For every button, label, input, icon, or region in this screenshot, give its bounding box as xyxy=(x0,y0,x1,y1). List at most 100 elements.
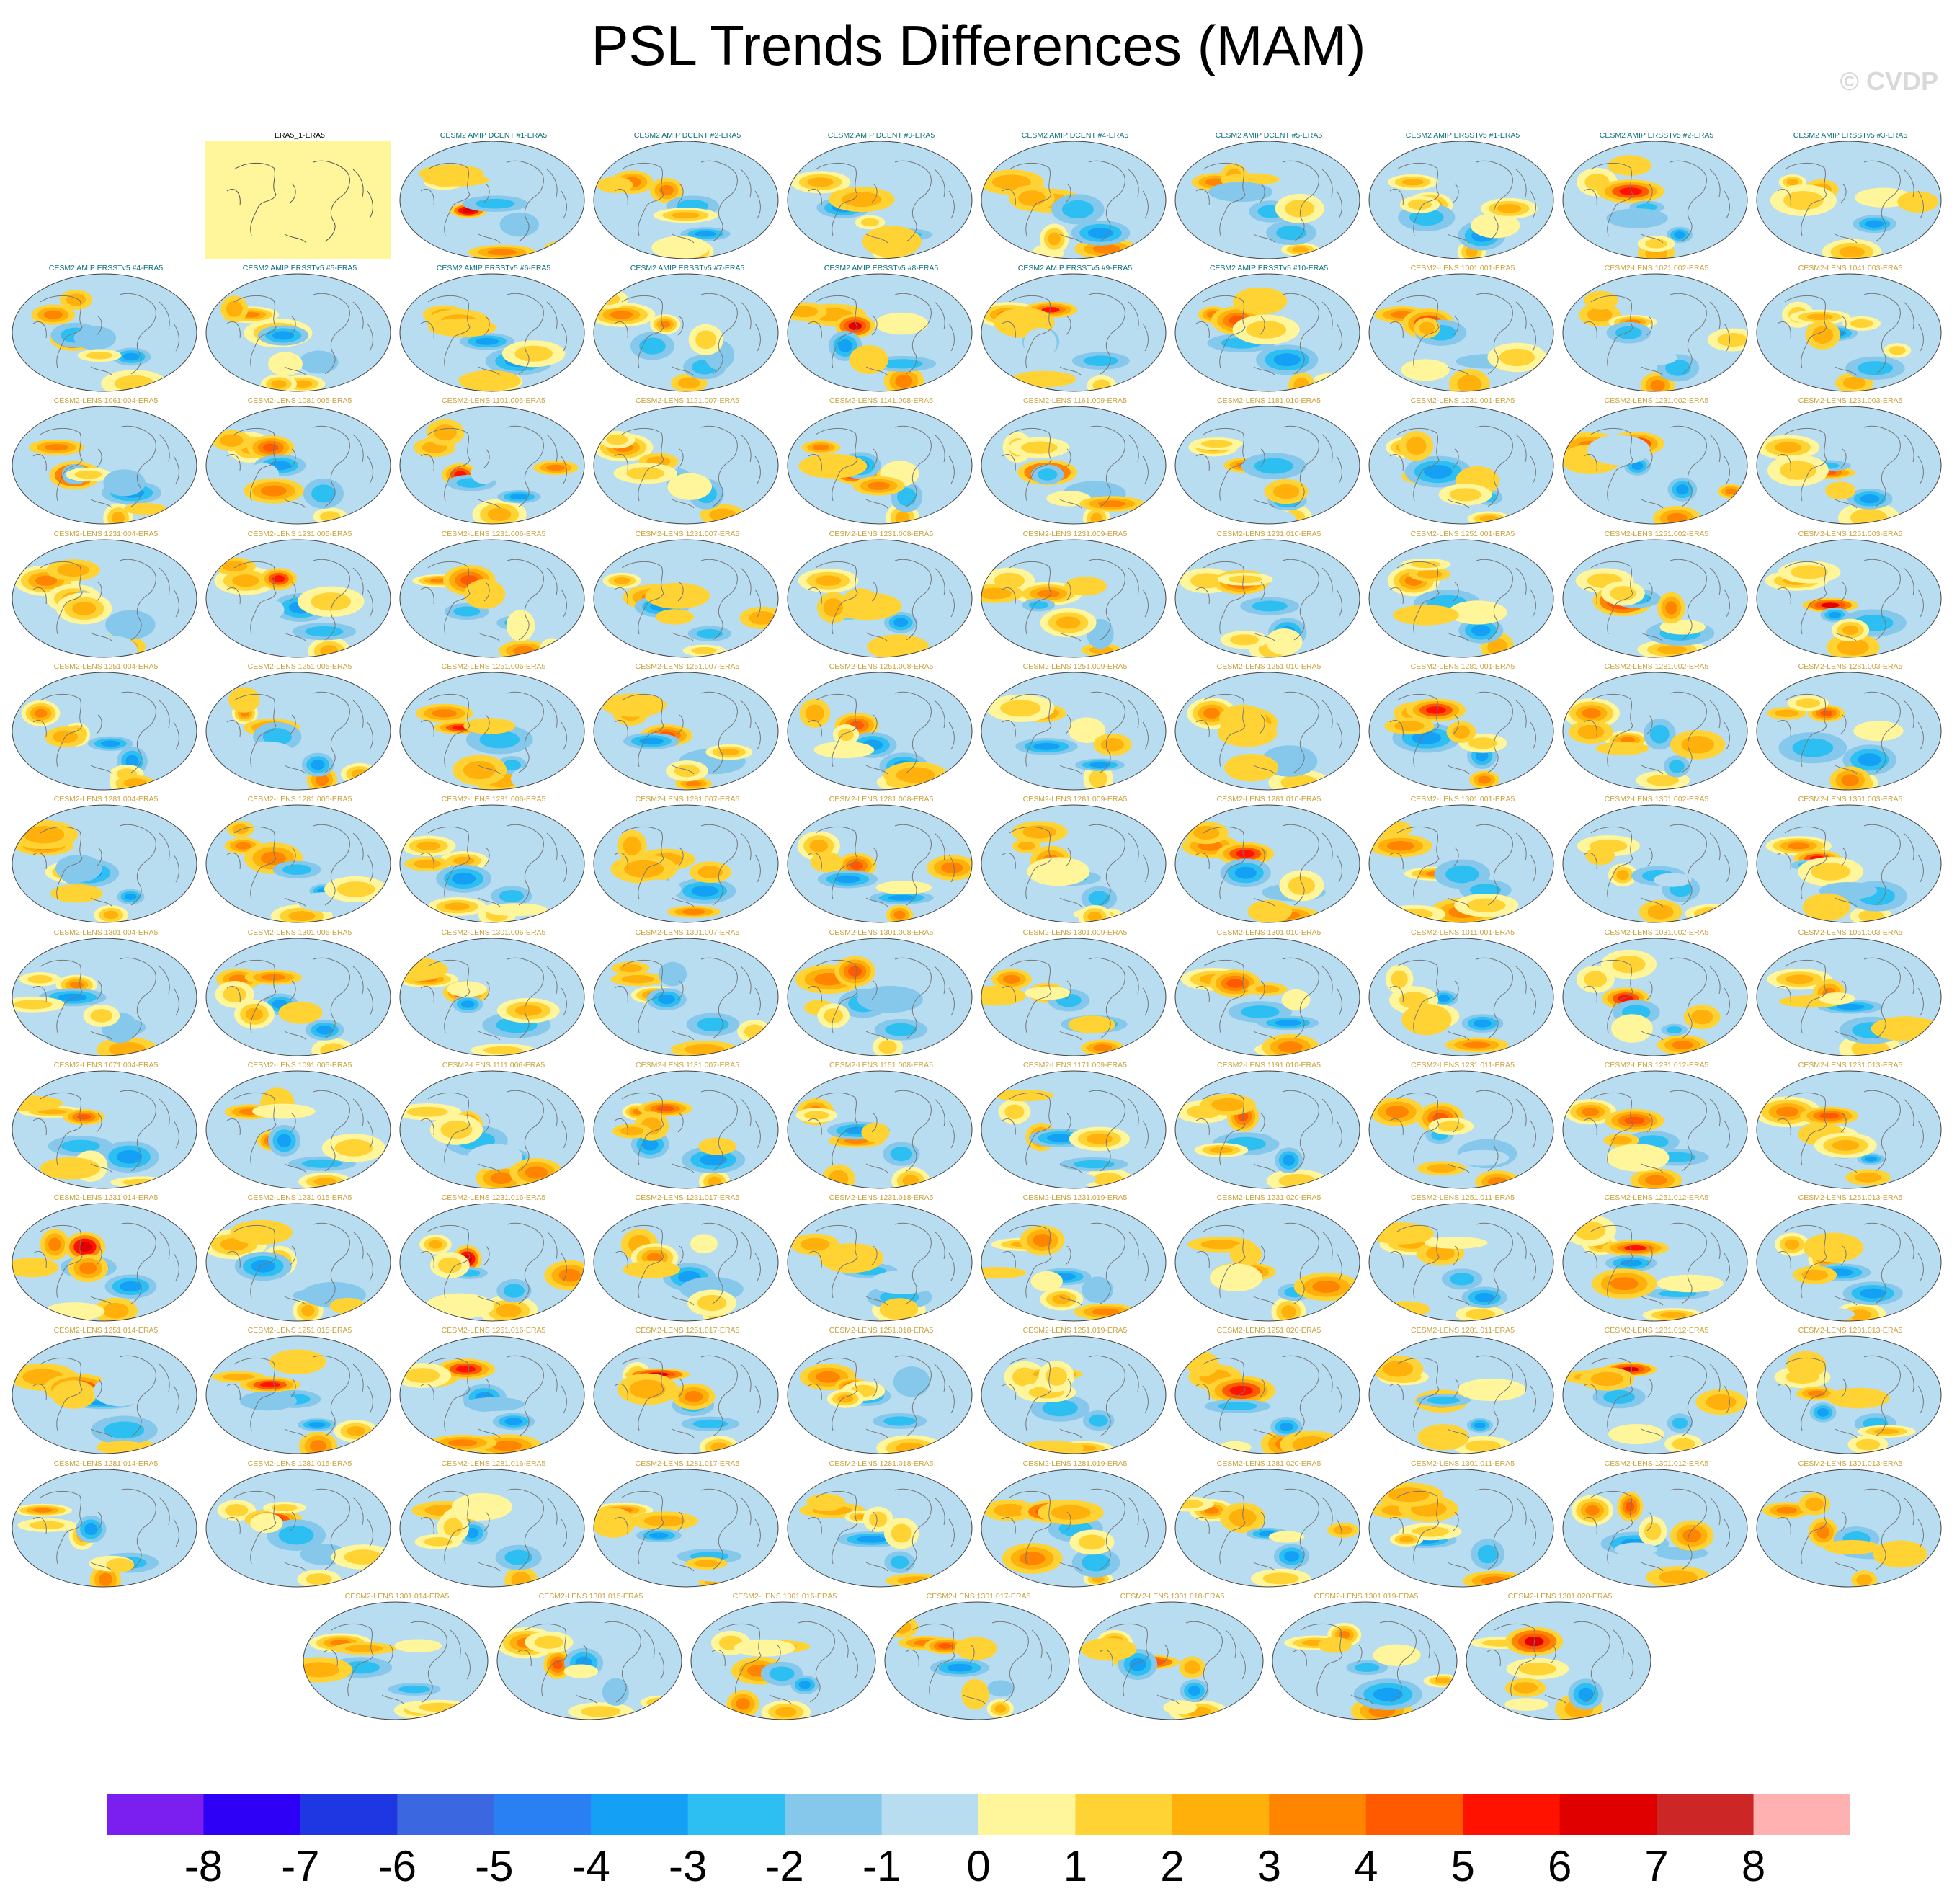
field-contour xyxy=(655,608,695,625)
panel-title: CESM2-LENS 1281.004-ERA5 xyxy=(53,795,159,804)
map-field xyxy=(399,1203,585,1322)
field-contour xyxy=(278,1525,314,1545)
field-contour xyxy=(245,1007,263,1020)
field-background xyxy=(206,1070,391,1188)
map-outline xyxy=(1756,141,1942,259)
field-contour xyxy=(35,575,58,586)
field-contour xyxy=(122,1178,161,1186)
field-contour xyxy=(479,730,520,749)
field-contour xyxy=(1052,1294,1071,1304)
field-contour xyxy=(315,774,329,786)
field-contour xyxy=(1578,1687,1594,1701)
map-outline xyxy=(205,1469,391,1588)
map-panel: CESM2-LENS 1251.006-ERA5 xyxy=(399,662,588,795)
map-panel: CESM2-LENS 1301.004-ERA5 xyxy=(12,928,200,1061)
panel-title: CESM2-LENS 1231.007-ERA5 xyxy=(635,529,740,538)
field-contour xyxy=(1276,225,1307,241)
field-contour xyxy=(461,1000,475,1008)
field-contour xyxy=(1582,708,1601,719)
field-contour xyxy=(1471,213,1520,239)
map-outline xyxy=(1756,406,1942,525)
panel-title: CESM2-LENS 1281.017-ERA5 xyxy=(635,1459,740,1468)
map-field xyxy=(205,1070,391,1189)
field-contour xyxy=(991,174,1031,190)
field-contour xyxy=(1624,1116,1645,1125)
colorbar-bin xyxy=(494,1794,592,1835)
field-contour xyxy=(1603,1390,1636,1405)
field-contour xyxy=(1234,866,1257,879)
coastline xyxy=(1002,691,1149,775)
panel-title: CESM2-LENS 1281.002-ERA5 xyxy=(1604,662,1709,671)
map-field xyxy=(1756,273,1942,392)
coastline xyxy=(1486,1621,1633,1704)
panel-title: CESM2-LENS 1301.007-ERA5 xyxy=(635,927,740,937)
map-outline xyxy=(1368,804,1554,923)
panel-title: CESM2 AMIP ERSSTv5 #4-ERA5 xyxy=(48,264,164,272)
field-contour xyxy=(259,1382,280,1388)
map-field xyxy=(1174,1335,1360,1454)
field-contour xyxy=(293,380,313,388)
coastline xyxy=(1195,1090,1342,1173)
field-contour xyxy=(674,764,700,778)
field-contour xyxy=(414,859,441,868)
map-outline xyxy=(787,1070,973,1189)
field-contour xyxy=(73,326,117,350)
panel-title: CESM2-LENS 1301.002-ERA5 xyxy=(1604,795,1709,804)
map-field xyxy=(1368,1469,1554,1588)
field-contour xyxy=(1089,762,1111,768)
map-outline xyxy=(1174,273,1360,392)
colorbar-bin xyxy=(1463,1794,1561,1835)
field-contour xyxy=(1217,1402,1258,1411)
field-contour xyxy=(893,910,906,920)
field-contour xyxy=(875,881,932,895)
panel-title: CESM2-LENS 1251.007-ERA5 xyxy=(635,662,740,671)
field-contour xyxy=(1626,1501,1635,1512)
coastline xyxy=(1195,559,1342,641)
field-contour xyxy=(1255,984,1280,993)
coastline xyxy=(420,293,567,376)
map-panel: CESM2 AMIP ERSSTv5 #1-ERA5 xyxy=(1368,131,1557,264)
map-outline xyxy=(593,141,779,259)
field-contour xyxy=(981,985,1026,1005)
field-contour xyxy=(1086,1133,1113,1144)
copyright-label: © CVDP xyxy=(1840,66,1938,96)
map-field xyxy=(1174,938,1360,1056)
field-contour xyxy=(277,1134,292,1148)
field-contour xyxy=(961,1678,989,1710)
field-contour xyxy=(504,1418,523,1425)
field-contour xyxy=(1793,1307,1855,1322)
map-field xyxy=(399,1469,585,1588)
field-contour xyxy=(43,310,63,319)
map-outline xyxy=(1562,141,1748,259)
map-field xyxy=(593,406,779,525)
field-contour xyxy=(1087,227,1113,239)
field-background xyxy=(1466,1602,1651,1720)
field-background xyxy=(400,1469,584,1587)
field-contour xyxy=(1499,348,1535,367)
panel-title: CESM2-LENS 1281.003-ERA5 xyxy=(1798,662,1903,671)
field-contour xyxy=(228,687,260,713)
field-contour xyxy=(1033,742,1060,750)
field-contour xyxy=(51,1380,97,1410)
field-contour xyxy=(545,464,566,471)
field-contour xyxy=(810,852,844,873)
panel-title: CESM2-LENS 1251.003-ERA5 xyxy=(1798,529,1903,538)
map-outline xyxy=(1562,804,1748,923)
map-panel: CESM2-LENS 1301.018-ERA5 xyxy=(1078,1592,1267,1725)
map-field xyxy=(399,672,585,791)
map-field xyxy=(1368,1203,1554,1322)
field-contour xyxy=(1051,1505,1091,1520)
field-contour xyxy=(99,1572,112,1586)
map-panel: CESM2-LENS 1251.016-ERA5 xyxy=(399,1326,588,1459)
field-contour xyxy=(690,1234,718,1254)
field-contour xyxy=(800,1237,830,1251)
field-contour xyxy=(790,306,819,318)
field-contour xyxy=(1682,1529,1702,1542)
field-contour xyxy=(490,1172,513,1184)
panel-title: CESM2-LENS 1231.018-ERA5 xyxy=(829,1193,934,1203)
field-contour xyxy=(443,1518,463,1537)
field-contour xyxy=(1233,287,1288,315)
map-outline xyxy=(1562,539,1748,658)
panel-title: CESM2-LENS 1231.011-ERA5 xyxy=(1411,1060,1515,1069)
field-contour xyxy=(1434,1678,1451,1684)
